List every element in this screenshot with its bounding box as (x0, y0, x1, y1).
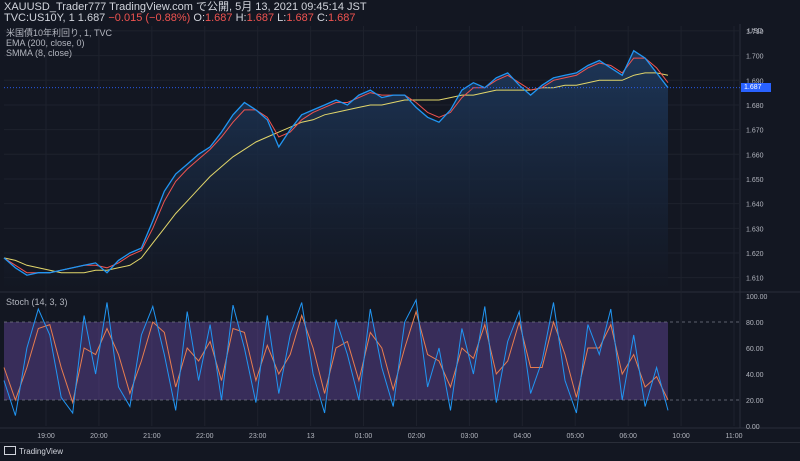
x-tick-label: 03:00 (461, 433, 479, 440)
x-tick-label: 23:00 (249, 433, 267, 440)
y-tick-label: 1.630 (746, 226, 764, 233)
y-tick-label: 1.670 (746, 128, 764, 135)
footer-bar: TradingView (0, 442, 800, 461)
x-tick-label: 20:00 (90, 433, 108, 440)
stoch-y-tick-label: 80.00 (746, 320, 764, 327)
stoch-legend[interactable]: Stoch (14, 3, 3) (6, 297, 68, 307)
x-tick-label: 06:00 (619, 433, 637, 440)
x-tick-label: 10:00 (672, 433, 690, 440)
ema-line (3, 72, 669, 274)
ohlc-l-label: L: (274, 12, 287, 24)
y-tick-label: 1.700 (746, 54, 764, 61)
ohlc-c-value: 1.687 (327, 12, 356, 24)
tv-logo-icon (4, 446, 16, 455)
x-tick-label: 02:00 (408, 433, 426, 440)
y-tick-label: 1.680 (746, 103, 764, 110)
x-tick-label: 01:00 (355, 433, 373, 440)
y-tick-label: 1.610 (746, 276, 764, 283)
stoch-y-tick-label: 0.00 (746, 424, 760, 431)
price-area-fill (4, 50, 668, 291)
y-tick-label: 1.650 (746, 177, 764, 184)
ohlc-c-label: C: (313, 12, 328, 24)
x-tick-label: 22:00 (196, 433, 214, 440)
y-tick-label: 1.660 (746, 152, 764, 159)
currency-label: USD (748, 28, 763, 35)
x-tick-label: 19:00 (37, 433, 55, 440)
brand-name: TradingView (19, 447, 64, 456)
indicator-legend: 米国債10年利回り, 1, TVC EMA (200, close, 0) SM… (6, 28, 112, 58)
price-change: −0.015 (−0.88%) (108, 12, 191, 24)
x-tick-label: 05:00 (566, 433, 584, 440)
stoch-y-tick-label: 60.00 (746, 346, 764, 353)
ohlc-h-value: 1.687 (246, 12, 275, 24)
y-tick-label: 1.620 (746, 251, 764, 258)
stoch-y-tick-label: 100.00 (746, 294, 768, 301)
price-line (3, 49, 669, 276)
legend-smma[interactable]: SMMA (8, close) (6, 48, 73, 58)
symbol-price: TVC:US10Y, 1 1.687 (4, 12, 109, 24)
x-tick-label: 04:00 (514, 433, 532, 440)
y-tick-label: 1.640 (746, 202, 764, 209)
legend-ema[interactable]: EMA (200, close, 0) (6, 38, 85, 48)
stoch-k-line (3, 298, 669, 416)
stoch-y-tick-label: 20.00 (746, 398, 764, 405)
x-tick-label: 11:00 (726, 433, 743, 440)
symbol-ohlc-line: TVC:US10Y, 1 1.687 −0.015 (−0.88%) O:1.6… (4, 12, 355, 24)
tradingview-logo[interactable]: TradingView (4, 446, 63, 456)
stoch-y-tick-label: 40.00 (746, 372, 764, 379)
x-tick-label: 13 (307, 433, 315, 440)
ohlc-o-label: O: (190, 12, 205, 24)
y-tick-label: 1.690 (746, 78, 764, 85)
ohlc-l-value: 1.687 (286, 12, 314, 24)
last-price-label: 1.687 (741, 83, 771, 93)
stoch-band (4, 322, 668, 400)
stoch-d-line (3, 309, 669, 405)
publish-info: XAUUSD_Trader777 TradingView.com で公開, 5月… (4, 1, 367, 13)
y-tick-label: 1.710 (746, 29, 764, 36)
chart-header: XAUUSD_Trader777 TradingView.com で公開, 5月… (0, 0, 800, 24)
x-tick-label: 21:00 (143, 433, 161, 440)
ohlc-o-value: 1.687 (205, 12, 233, 24)
ohlc-h-label: H: (232, 12, 247, 24)
legend-main-series[interactable]: 米国債10年利回り, 1, TVC (6, 28, 113, 38)
